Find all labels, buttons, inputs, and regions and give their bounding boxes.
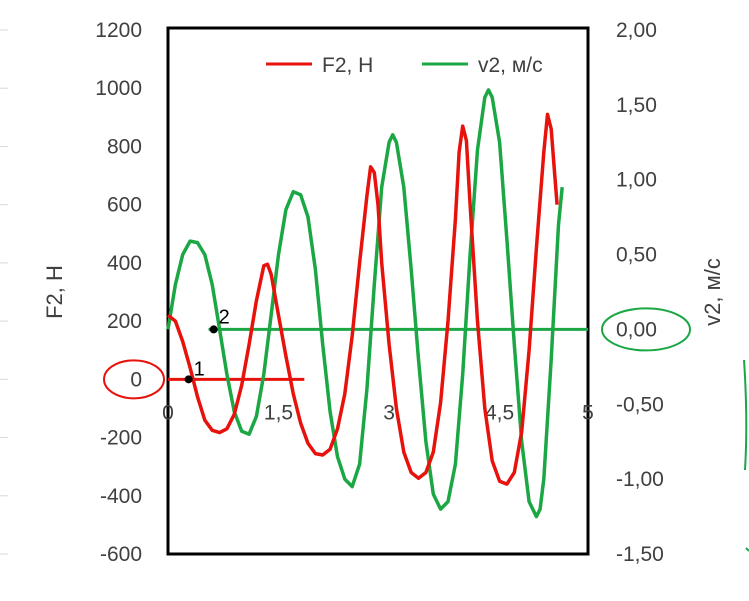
y-right-tick-label: 1,50	[616, 94, 657, 117]
y-left-tick-label: -600	[100, 543, 142, 566]
y-right-axis-title: v2, м/с	[700, 258, 725, 326]
series-line-f2	[166, 112, 559, 486]
series-line-v2	[166, 88, 564, 519]
y-left-tick-label: 400	[107, 252, 142, 275]
x-tick-label: 4,5	[485, 401, 514, 424]
y-left-tick-label: 800	[107, 135, 142, 158]
y-right-tick-label: -1,50	[616, 543, 664, 566]
y-right-tick-label: 0,50	[616, 244, 657, 267]
y-right-tick-label: 2,00	[616, 19, 657, 42]
x-tick-label: 1,5	[264, 401, 293, 424]
marker-label-2: 2	[219, 306, 230, 328]
legend-label-v2: v2, м/с	[478, 54, 543, 77]
edge-curve-fragment	[743, 359, 749, 552]
y-left-axis-title: F2, Н	[42, 265, 67, 319]
plot-area-frame	[166, 26, 590, 556]
y-left-tick-label: 1200	[95, 19, 142, 42]
y-right-tick-labels: 2,00 1,50 1,00 0,50 0,00 -0,50 -1,00 -1,50	[616, 19, 664, 566]
y-left-tick-label: 600	[107, 194, 142, 217]
y-left-tick-label: 1000	[95, 77, 142, 100]
ellipse-highlight-right	[601, 307, 691, 352]
y-left-tick-label: -200	[100, 427, 142, 450]
x-tick-label: 5	[582, 401, 594, 424]
marker-point-2	[209, 325, 218, 334]
y-left-tick-label: -400	[100, 485, 142, 508]
legend: F2, Н v2, м/с	[266, 54, 543, 77]
marker-point-1	[184, 375, 193, 384]
y-right-tick-label: -1,00	[616, 468, 664, 491]
y-right-tick-label: 1,00	[616, 169, 657, 192]
legend-label-f2: F2, Н	[322, 54, 373, 77]
y-left-tick-label: 0	[130, 368, 142, 391]
gridline-stubs	[0, 29, 8, 555]
x-tick-label: 3	[383, 401, 395, 424]
marker-label-1: 1	[194, 358, 205, 380]
x-tick-label: 0	[162, 401, 174, 424]
ellipse-highlight-left	[103, 359, 165, 400]
y-left-tick-label: 200	[107, 310, 142, 333]
y-right-tick-label: 0,00	[616, 318, 657, 341]
y-right-tick-label: -0,50	[616, 393, 664, 416]
x-tick-labels: 0 1,5 3 4,5 5	[162, 401, 594, 424]
y-left-tick-labels: 1200 1000 800 600 400 200 0 -200 -400 -600	[95, 19, 142, 566]
